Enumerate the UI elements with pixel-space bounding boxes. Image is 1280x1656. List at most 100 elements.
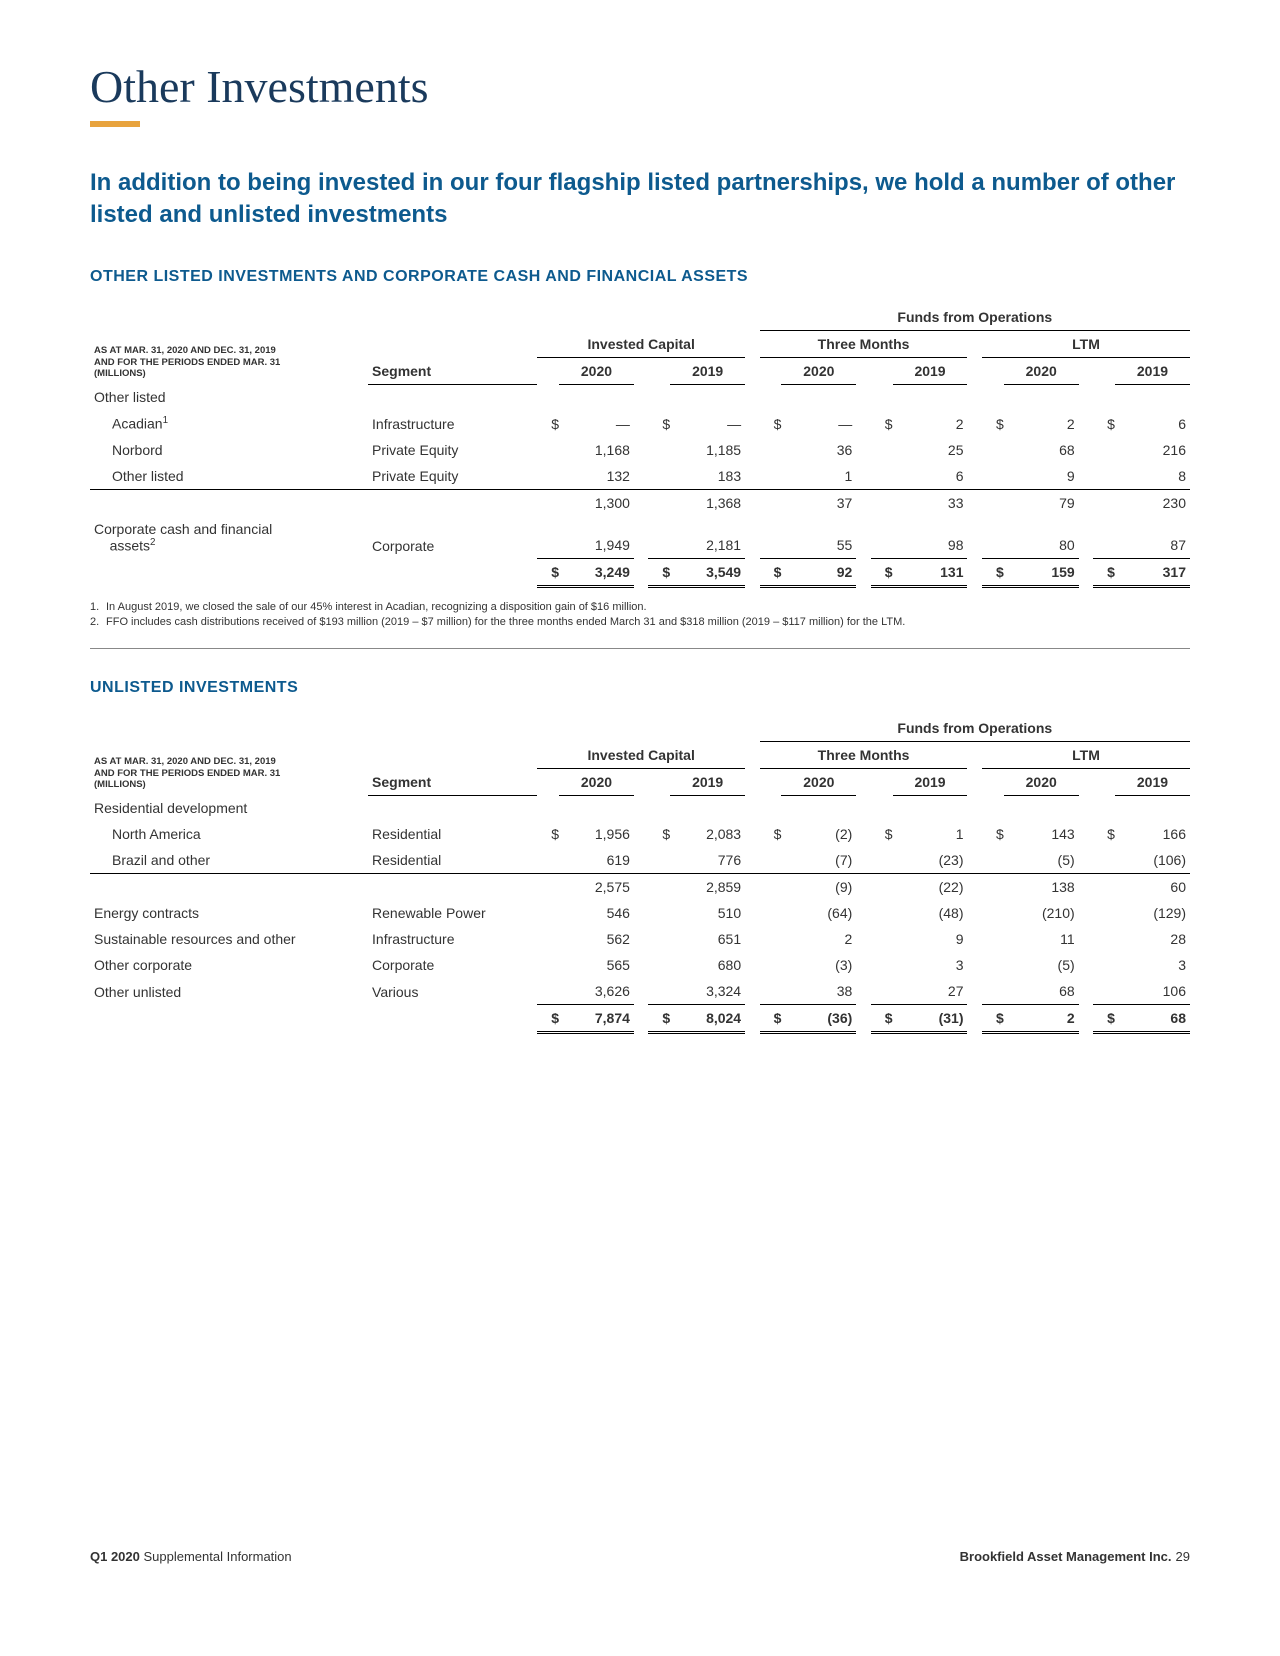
footer-right: Brookfield Asset Management Inc.29: [960, 1549, 1190, 1564]
footnote-text: FFO includes cash distributions received…: [106, 615, 905, 630]
footer-page-num: 29: [1176, 1549, 1190, 1564]
meta-l2: AND FOR THE PERIODS ENDED MAR. 31: [94, 357, 280, 368]
cell: 565: [559, 952, 634, 978]
cell: 28: [1115, 926, 1190, 952]
cell: 8,024: [670, 1005, 745, 1033]
total-row: $7,874 $8,024 $(36) $(31) $2 $68: [90, 1005, 1190, 1033]
cell: (31): [893, 1005, 968, 1033]
cell: (7): [781, 847, 856, 874]
hdr-year: 2020: [1004, 768, 1079, 795]
table-row: Other listed Private Equity 132 183 1 6 …: [90, 463, 1190, 490]
row-label: Acadian1: [90, 410, 368, 437]
hdr-year: 2019: [670, 357, 745, 384]
segment-cell: Private Equity: [368, 463, 537, 490]
cell: 776: [670, 847, 745, 874]
row-label: Other corporate: [90, 952, 368, 978]
cell: 1,949: [559, 516, 634, 559]
cell: 3,249: [559, 559, 634, 587]
cell: 1: [893, 821, 968, 847]
cell: 11: [1004, 926, 1079, 952]
cell: 651: [670, 926, 745, 952]
cell: (106): [1115, 847, 1190, 874]
cell: 166: [1115, 821, 1190, 847]
cell: 1: [781, 463, 856, 490]
cell: 3,324: [670, 978, 745, 1005]
footer-doc: Supplemental Information: [144, 1549, 292, 1564]
cell: 2: [1004, 1005, 1079, 1033]
cell: 6: [1115, 410, 1190, 437]
cell: 60: [1115, 874, 1190, 901]
cell: 131: [893, 559, 968, 587]
cell: 2,083: [670, 821, 745, 847]
cell: 68: [1115, 1005, 1190, 1033]
cell: 36: [781, 437, 856, 463]
cell: 68: [1004, 978, 1079, 1005]
cell: —: [559, 410, 634, 437]
cell: (210): [1004, 900, 1079, 926]
cell: 2: [781, 926, 856, 952]
cell: 92: [781, 559, 856, 587]
cell: (48): [893, 900, 968, 926]
cell: 132: [559, 463, 634, 490]
accent-bar: [90, 121, 140, 127]
cell: —: [670, 410, 745, 437]
cell: 3,626: [559, 978, 634, 1005]
cell: 2,181: [670, 516, 745, 559]
listed-table-wrap: Funds from Operations AS AT MAR. 31, 202…: [90, 304, 1190, 588]
cell: 562: [559, 926, 634, 952]
page-subtitle: In addition to being invested in our fou…: [90, 167, 1190, 232]
segment-cell: Various: [368, 978, 537, 1005]
cell: 2,859: [670, 874, 745, 901]
page-title: Other Investments: [90, 60, 1190, 113]
segment-cell: Corporate: [368, 952, 537, 978]
hdr-segment: Segment: [368, 357, 537, 384]
table-row: North America Residential $1,956 $2,083 …: [90, 821, 1190, 847]
table-row: Other unlisted Various 3,626 3,324 38 27…: [90, 978, 1190, 1005]
subtotal-row: 1,300 1,368 37 33 79 230: [90, 489, 1190, 516]
row-label: Sustainable resources and other: [90, 926, 368, 952]
table-row: Norbord Private Equity 1,168 1,185 36 25…: [90, 437, 1190, 463]
meta-l3: (MILLIONS): [94, 368, 146, 379]
unlisted-table-wrap: Funds from Operations AS AT MAR. 31, 202…: [90, 715, 1190, 1035]
table-row: Other listed: [90, 384, 1190, 410]
cell: 138: [1004, 874, 1079, 901]
cell: 3: [893, 952, 968, 978]
listed-table: Funds from Operations AS AT MAR. 31, 202…: [90, 304, 1190, 588]
cell: 1,956: [559, 821, 634, 847]
row-label: Corporate cash and financial assets2: [90, 516, 368, 559]
cell: 183: [670, 463, 745, 490]
table-row: Acadian1 Infrastructure $— $— $— $2 $2 $…: [90, 410, 1190, 437]
segment-cell: Corporate: [368, 516, 537, 559]
cell: 216: [1115, 437, 1190, 463]
hdr-ffo: Funds from Operations: [760, 304, 1190, 331]
cell: 106: [1115, 978, 1190, 1005]
table-row: Brazil and other Residential 619 776 (7)…: [90, 847, 1190, 874]
sup: 2: [150, 537, 155, 548]
hdr-year: 2020: [1004, 357, 1079, 384]
hdr-year: 2020: [781, 768, 856, 795]
hdr-ffo: Funds from Operations: [760, 715, 1190, 742]
cell: 2: [1004, 410, 1079, 437]
row-label: Other listed: [90, 463, 368, 490]
hdr-year: 2019: [1115, 357, 1190, 384]
sup: 1: [163, 415, 168, 426]
section-divider: [90, 648, 1190, 649]
cell: (5): [1004, 847, 1079, 874]
hdr-three-months: Three Months: [760, 741, 968, 768]
cell: 68: [1004, 437, 1079, 463]
cell: 546: [559, 900, 634, 926]
table-row: Energy contracts Renewable Power 546 510…: [90, 900, 1190, 926]
cell: 510: [670, 900, 745, 926]
cell: 27: [893, 978, 968, 1005]
cell: 2: [893, 410, 968, 437]
page-footer: Q1 2020 Supplemental Information Brookfi…: [90, 1549, 1190, 1564]
cell: 1,168: [559, 437, 634, 463]
cell: 3,549: [670, 559, 745, 587]
cell: 9: [893, 926, 968, 952]
cell: (64): [781, 900, 856, 926]
cell: 1,368: [670, 489, 745, 516]
cell: (23): [893, 847, 968, 874]
section-label: Residential development: [90, 795, 368, 821]
hdr-invested: Invested Capital: [537, 330, 745, 357]
table-header-row: Funds from Operations: [90, 304, 1190, 331]
